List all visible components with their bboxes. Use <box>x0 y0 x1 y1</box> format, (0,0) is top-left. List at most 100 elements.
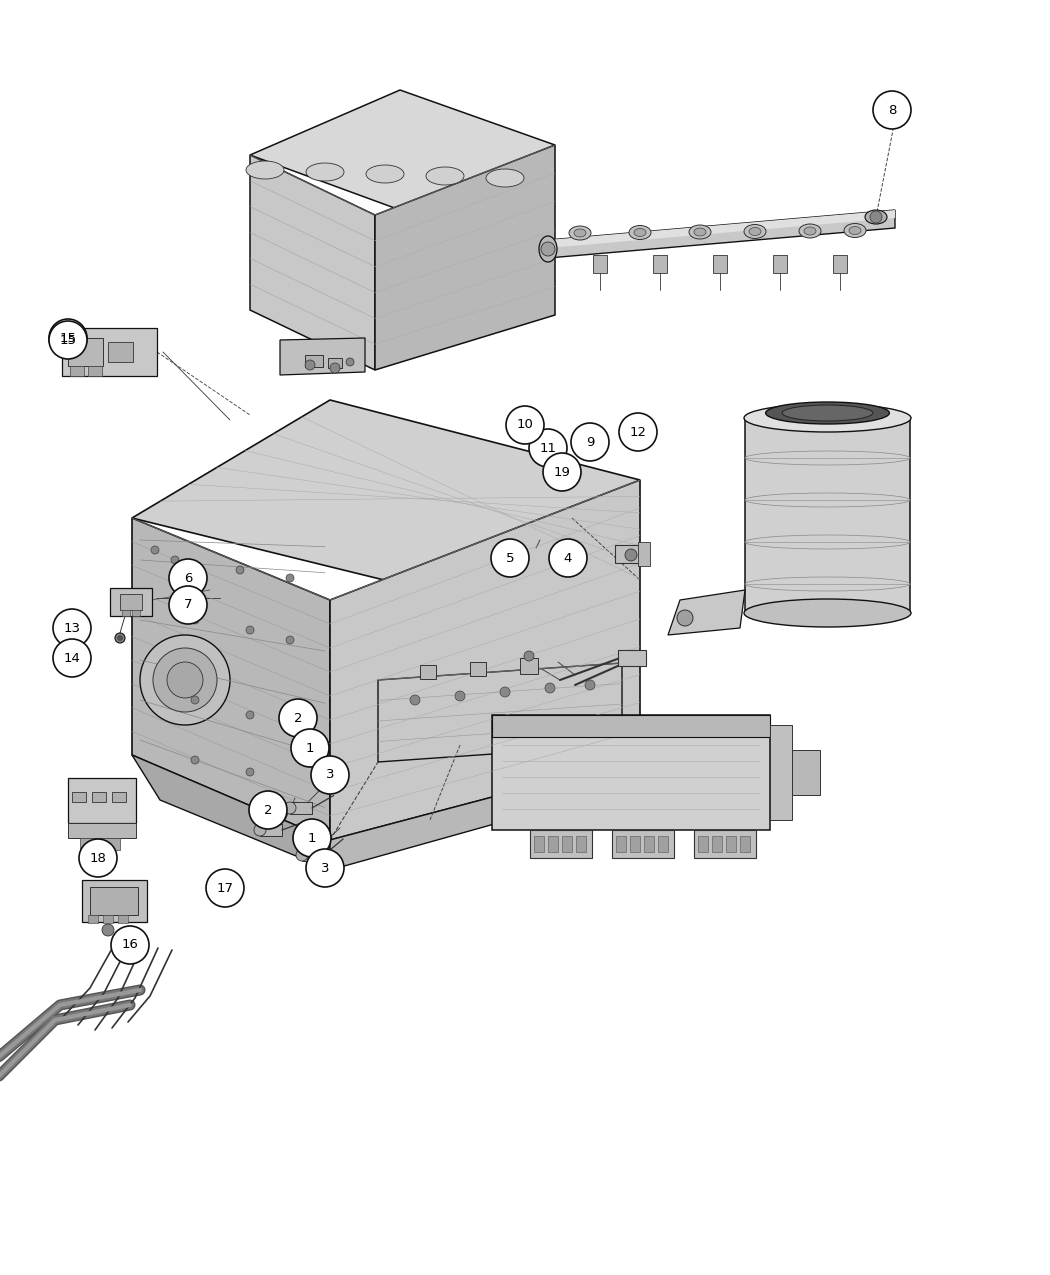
Circle shape <box>296 849 308 861</box>
Ellipse shape <box>366 164 404 184</box>
Ellipse shape <box>744 599 911 627</box>
Circle shape <box>246 768 254 776</box>
Bar <box>120 594 142 609</box>
Ellipse shape <box>782 405 873 421</box>
Circle shape <box>524 652 534 660</box>
Bar <box>470 662 486 676</box>
Circle shape <box>620 413 657 451</box>
Text: 2: 2 <box>264 803 272 816</box>
Bar <box>562 836 572 852</box>
Bar <box>90 887 138 915</box>
Bar <box>548 836 558 852</box>
Ellipse shape <box>426 167 464 185</box>
Text: 15: 15 <box>60 334 77 347</box>
Polygon shape <box>250 91 555 210</box>
Bar <box>612 830 674 858</box>
Bar <box>792 750 820 796</box>
Circle shape <box>873 91 911 129</box>
Bar <box>88 366 102 376</box>
Bar <box>82 880 147 922</box>
Bar <box>92 792 106 802</box>
Bar <box>618 650 646 666</box>
Circle shape <box>346 358 354 366</box>
Bar <box>638 542 650 566</box>
Circle shape <box>49 321 87 360</box>
Text: 12: 12 <box>630 426 647 439</box>
Bar <box>833 255 847 273</box>
Circle shape <box>246 711 254 719</box>
Circle shape <box>286 636 294 644</box>
Bar <box>80 838 98 850</box>
Circle shape <box>279 699 317 737</box>
Text: 11: 11 <box>540 441 557 454</box>
Bar <box>112 792 126 802</box>
Circle shape <box>455 691 465 701</box>
Bar <box>492 715 770 737</box>
Circle shape <box>151 546 159 555</box>
Polygon shape <box>375 145 555 370</box>
Circle shape <box>870 210 882 223</box>
Bar <box>132 609 140 616</box>
Text: 8: 8 <box>888 103 897 116</box>
Bar <box>520 658 538 674</box>
Polygon shape <box>548 210 895 258</box>
Bar <box>328 358 342 368</box>
Ellipse shape <box>539 236 556 261</box>
Circle shape <box>102 924 114 936</box>
Polygon shape <box>132 755 330 870</box>
Text: 14: 14 <box>64 652 81 664</box>
Bar <box>773 255 788 273</box>
Circle shape <box>625 550 637 561</box>
Ellipse shape <box>865 210 887 224</box>
Circle shape <box>191 616 200 623</box>
Text: 9: 9 <box>586 436 594 449</box>
Circle shape <box>167 662 203 697</box>
Text: 17: 17 <box>216 881 233 895</box>
Circle shape <box>545 683 555 694</box>
Bar <box>530 830 592 858</box>
Polygon shape <box>250 156 375 370</box>
Ellipse shape <box>799 224 821 238</box>
Bar <box>713 255 727 273</box>
Bar <box>302 849 324 861</box>
Ellipse shape <box>689 224 711 238</box>
Text: 4: 4 <box>564 552 572 565</box>
Circle shape <box>191 696 200 704</box>
Circle shape <box>171 556 178 564</box>
Circle shape <box>585 680 595 690</box>
Polygon shape <box>668 590 745 635</box>
Polygon shape <box>280 338 365 375</box>
Circle shape <box>125 929 135 938</box>
Bar <box>88 915 98 923</box>
Bar <box>630 836 640 852</box>
Bar <box>290 802 312 813</box>
Bar <box>644 836 654 852</box>
Bar <box>492 715 770 830</box>
Circle shape <box>249 790 287 829</box>
Circle shape <box>246 626 254 634</box>
Bar <box>593 255 607 273</box>
Polygon shape <box>330 479 640 840</box>
Circle shape <box>541 242 555 256</box>
Bar <box>260 824 282 836</box>
Bar <box>72 792 86 802</box>
Circle shape <box>571 423 609 462</box>
Polygon shape <box>548 210 895 249</box>
Bar <box>616 836 626 852</box>
Text: 1: 1 <box>308 831 316 844</box>
Bar <box>712 836 722 852</box>
Circle shape <box>500 687 510 697</box>
Bar <box>534 836 544 852</box>
Text: 13: 13 <box>63 621 81 635</box>
Circle shape <box>549 539 587 578</box>
Circle shape <box>304 360 315 370</box>
Circle shape <box>543 453 581 491</box>
Text: 3: 3 <box>320 862 330 875</box>
Ellipse shape <box>574 230 586 237</box>
Bar <box>658 836 668 852</box>
Bar <box>68 822 136 838</box>
Polygon shape <box>132 518 330 840</box>
Bar <box>698 836 708 852</box>
Ellipse shape <box>634 228 646 236</box>
Ellipse shape <box>629 226 651 240</box>
